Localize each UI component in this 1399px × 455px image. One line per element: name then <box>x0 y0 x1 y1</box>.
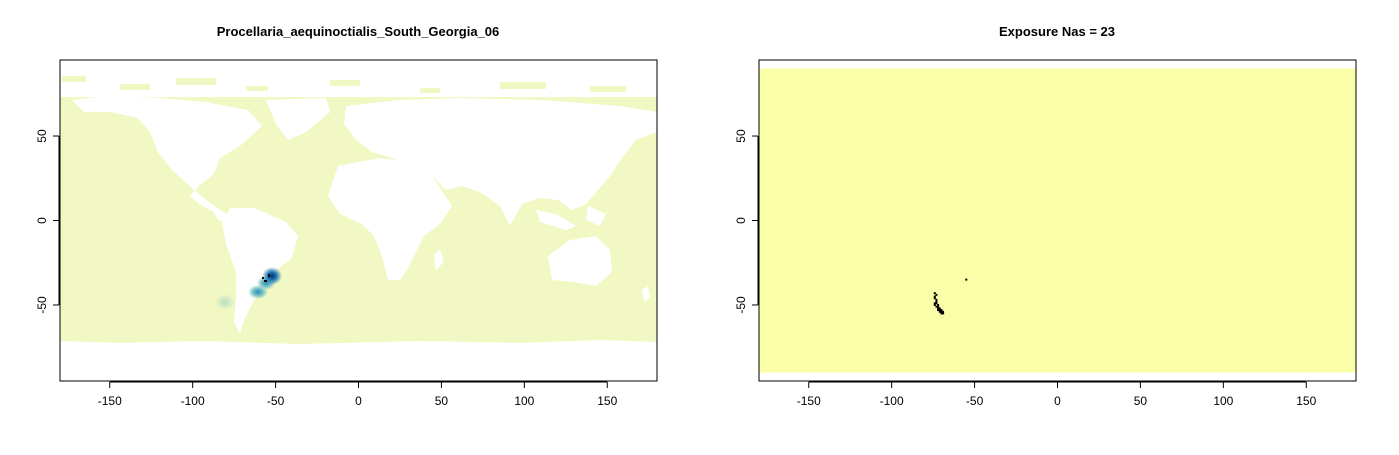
na-cell <box>935 305 938 308</box>
na-cell <box>938 309 941 312</box>
na-cell <box>940 309 943 312</box>
panel-1-y-tick-label: 50 <box>35 129 49 143</box>
hotspot-faint <box>215 294 235 310</box>
panel-2-y-tick-label: -50 <box>734 296 748 314</box>
panel-1-x-tick-label: -50 <box>267 394 285 408</box>
panel-2-axes: -150 -100 -50 0 50 100 150 50 0 -50 <box>734 129 1316 408</box>
panel-1-map <box>60 76 657 346</box>
hotspot-cell <box>264 280 267 282</box>
na-cell <box>937 303 940 306</box>
panel-1-x-tick-label: -100 <box>181 394 205 408</box>
na-cell <box>938 310 941 313</box>
na-cell <box>940 312 943 315</box>
panel-2-exposure-raster <box>759 68 1356 373</box>
panel-2-x-tick-label: 0 <box>1054 394 1061 408</box>
na-cell <box>940 310 943 313</box>
panel-1-x-tick-label: 150 <box>597 394 617 408</box>
hotspot-core <box>262 267 282 285</box>
na-cell <box>937 309 940 312</box>
panel-2-x-tick-label: 150 <box>1296 394 1316 408</box>
panel-1: Procellaria_aequinoctialis_South_Georgia… <box>35 24 658 408</box>
panel-1-density-hotspots <box>215 267 282 310</box>
panel-1-y-tick-label: 0 <box>35 217 49 224</box>
na-cell <box>942 312 945 315</box>
na-cell <box>933 292 936 295</box>
panel-1-x-tick-label: 0 <box>355 394 362 408</box>
na-cell <box>933 295 936 298</box>
panel-2-x-tick-label: -150 <box>797 394 821 408</box>
na-cell <box>938 307 941 310</box>
na-cell <box>935 302 938 305</box>
panel-2-x-tick-label: -50 <box>966 394 984 408</box>
na-cell <box>937 307 940 310</box>
na-cell <box>933 302 936 305</box>
panel-2-x-tick-label: -100 <box>880 394 904 408</box>
panel-1-title: Procellaria_aequinoctialis_South_Georgia… <box>217 24 500 39</box>
panel-1-y-tick-label: -50 <box>35 296 49 314</box>
panel-2-y-tick-label: 50 <box>734 129 748 143</box>
na-cell <box>965 278 968 281</box>
na-cell <box>935 298 938 301</box>
panel-2-title: Exposure Nas = 23 <box>999 24 1115 39</box>
na-cell <box>933 303 936 306</box>
panel-1-x-tick-label: -150 <box>98 394 122 408</box>
panel-2-x-tick-label: 50 <box>1134 394 1148 408</box>
na-cell <box>933 297 936 300</box>
na-cell <box>937 305 940 308</box>
hotspot-cell <box>268 274 270 277</box>
panel-1-x-tick-label: 50 <box>435 394 449 408</box>
panel-1-axes: -150 -100 -50 0 50 100 150 50 0 -50 <box>35 129 617 408</box>
na-cell <box>935 300 938 303</box>
hotspot-cell <box>262 277 264 279</box>
na-cell <box>935 293 938 296</box>
panel-2-na-cells <box>933 278 968 315</box>
panel-1-continents <box>60 96 657 346</box>
na-cell <box>942 310 945 313</box>
panel-2-frame <box>758 59 1357 382</box>
panel-2-map <box>759 68 1356 373</box>
panel-1-frame <box>59 59 658 382</box>
panel-2: Exposure Nas = 23 -150 -100 -50 0 50 100 150 50… <box>734 24 1357 408</box>
panel-2-x-tick-label: 100 <box>1213 394 1233 408</box>
panel-1-arctic-fragments <box>62 76 626 93</box>
panel-1-x-tick-label: 100 <box>514 394 534 408</box>
panel-2-y-tick-label: 0 <box>734 217 748 224</box>
